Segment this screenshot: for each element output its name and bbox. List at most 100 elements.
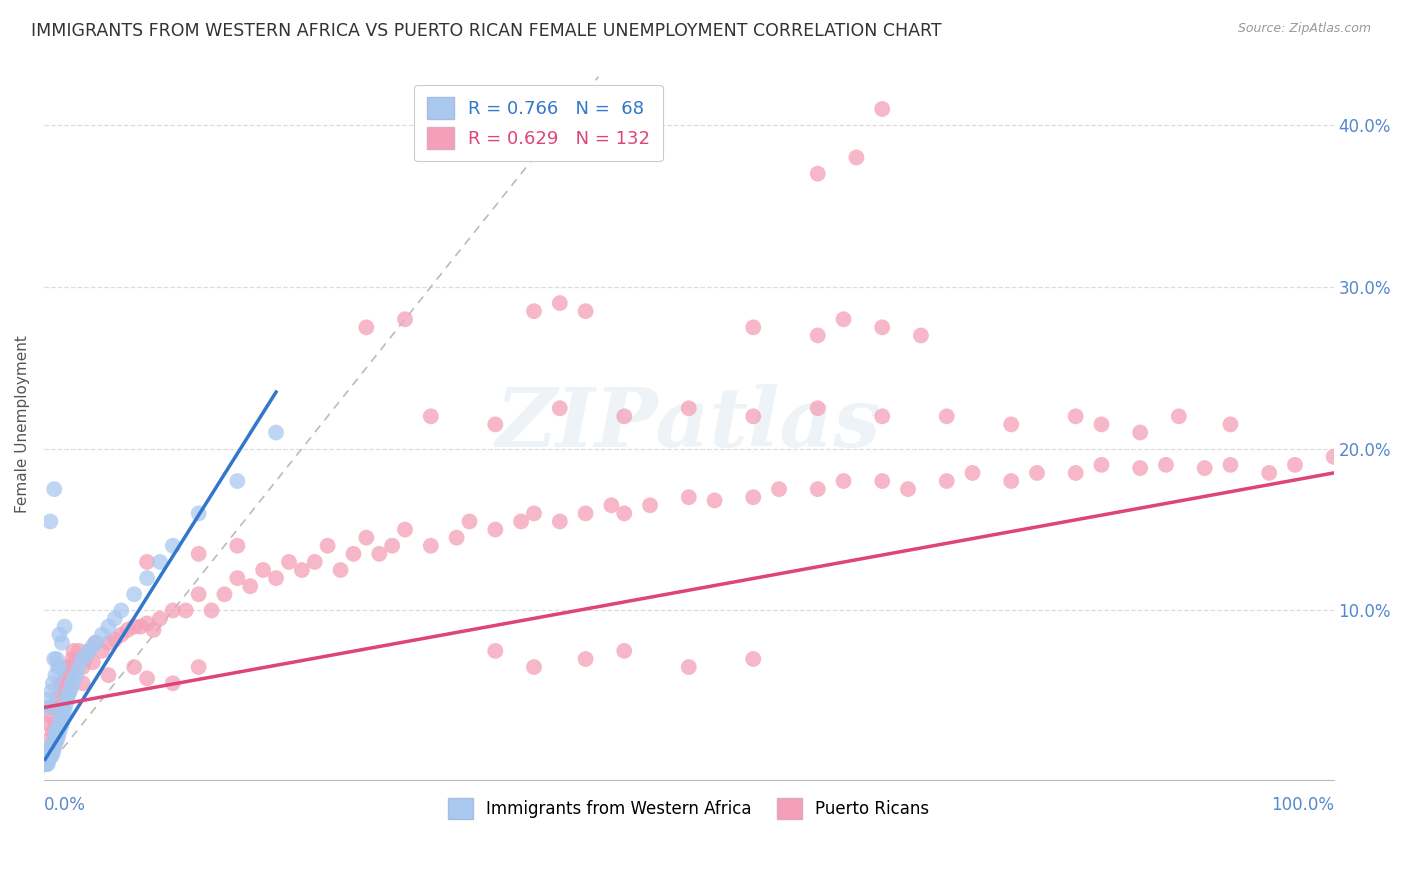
Point	[41, 700, 63, 714]
Point	[45, 692, 67, 706]
Point	[97, 668, 120, 682]
Point	[77, 644, 100, 658]
Point	[548, 515, 571, 529]
Point	[484, 523, 506, 537]
Point	[316, 539, 339, 553]
Point	[329, 563, 352, 577]
Point	[90, 644, 112, 658]
Point	[41, 749, 63, 764]
Point	[870, 320, 893, 334]
Point	[72, 652, 94, 666]
Point	[34, 757, 56, 772]
Point	[62, 644, 84, 658]
Point	[264, 571, 287, 585]
Point	[110, 628, 132, 642]
Point	[48, 684, 70, 698]
Point	[1219, 417, 1241, 432]
Point	[48, 660, 70, 674]
Point	[82, 639, 104, 653]
Point	[34, 752, 56, 766]
Point	[46, 660, 69, 674]
Point	[600, 498, 623, 512]
Point	[832, 474, 855, 488]
Point	[44, 668, 66, 682]
Point	[122, 587, 145, 601]
Point	[35, 716, 58, 731]
Point	[55, 698, 77, 712]
Point	[49, 720, 72, 734]
Point	[42, 676, 65, 690]
Point	[37, 700, 59, 714]
Text: IMMIGRANTS FROM WESTERN AFRICA VS PUERTO RICAN FEMALE UNEMPLOYMENT CORRELATION C: IMMIGRANTS FROM WESTERN AFRICA VS PUERTO…	[31, 22, 942, 40]
Point	[52, 700, 75, 714]
Point	[226, 571, 249, 585]
Point	[48, 628, 70, 642]
Point	[1026, 466, 1049, 480]
Point	[136, 616, 159, 631]
Point	[44, 736, 66, 750]
Point	[149, 555, 172, 569]
Point	[1000, 474, 1022, 488]
Point	[768, 482, 790, 496]
Point	[39, 515, 62, 529]
Point	[122, 619, 145, 633]
Point	[252, 563, 274, 577]
Point	[97, 636, 120, 650]
Point	[162, 676, 184, 690]
Point	[381, 539, 404, 553]
Point	[44, 741, 66, 756]
Point	[44, 652, 66, 666]
Point	[49, 708, 72, 723]
Point	[419, 409, 441, 424]
Point	[458, 515, 481, 529]
Point	[72, 660, 94, 674]
Point	[72, 676, 94, 690]
Point	[90, 628, 112, 642]
Point	[42, 746, 65, 760]
Point	[1194, 461, 1216, 475]
Point	[56, 676, 79, 690]
Point	[44, 724, 66, 739]
Point	[84, 636, 107, 650]
Point	[187, 507, 209, 521]
Point	[53, 704, 76, 718]
Point	[46, 730, 69, 744]
Point	[39, 749, 62, 764]
Point	[38, 752, 60, 766]
Point	[45, 724, 67, 739]
Point	[910, 328, 932, 343]
Point	[1323, 450, 1346, 464]
Point	[638, 498, 661, 512]
Point	[1129, 425, 1152, 440]
Point	[962, 466, 984, 480]
Point	[59, 684, 82, 698]
Y-axis label: Female Unemployment: Female Unemployment	[15, 335, 30, 514]
Point	[41, 741, 63, 756]
Point	[45, 652, 67, 666]
Point	[39, 741, 62, 756]
Point	[742, 320, 765, 334]
Point	[38, 692, 60, 706]
Point	[129, 619, 152, 633]
Point	[613, 507, 636, 521]
Point	[117, 623, 139, 637]
Point	[678, 660, 700, 674]
Text: ZIPatlas: ZIPatlas	[496, 384, 882, 465]
Point	[97, 619, 120, 633]
Point	[446, 531, 468, 545]
Point	[1167, 409, 1189, 424]
Point	[484, 644, 506, 658]
Point	[523, 304, 546, 318]
Point	[356, 320, 378, 334]
Point	[200, 603, 222, 617]
Point	[35, 749, 58, 764]
Point	[807, 482, 830, 496]
Point	[523, 507, 546, 521]
Point	[82, 655, 104, 669]
Point	[574, 652, 596, 666]
Point	[1090, 417, 1112, 432]
Point	[37, 749, 59, 764]
Point	[110, 603, 132, 617]
Point	[574, 304, 596, 318]
Point	[46, 700, 69, 714]
